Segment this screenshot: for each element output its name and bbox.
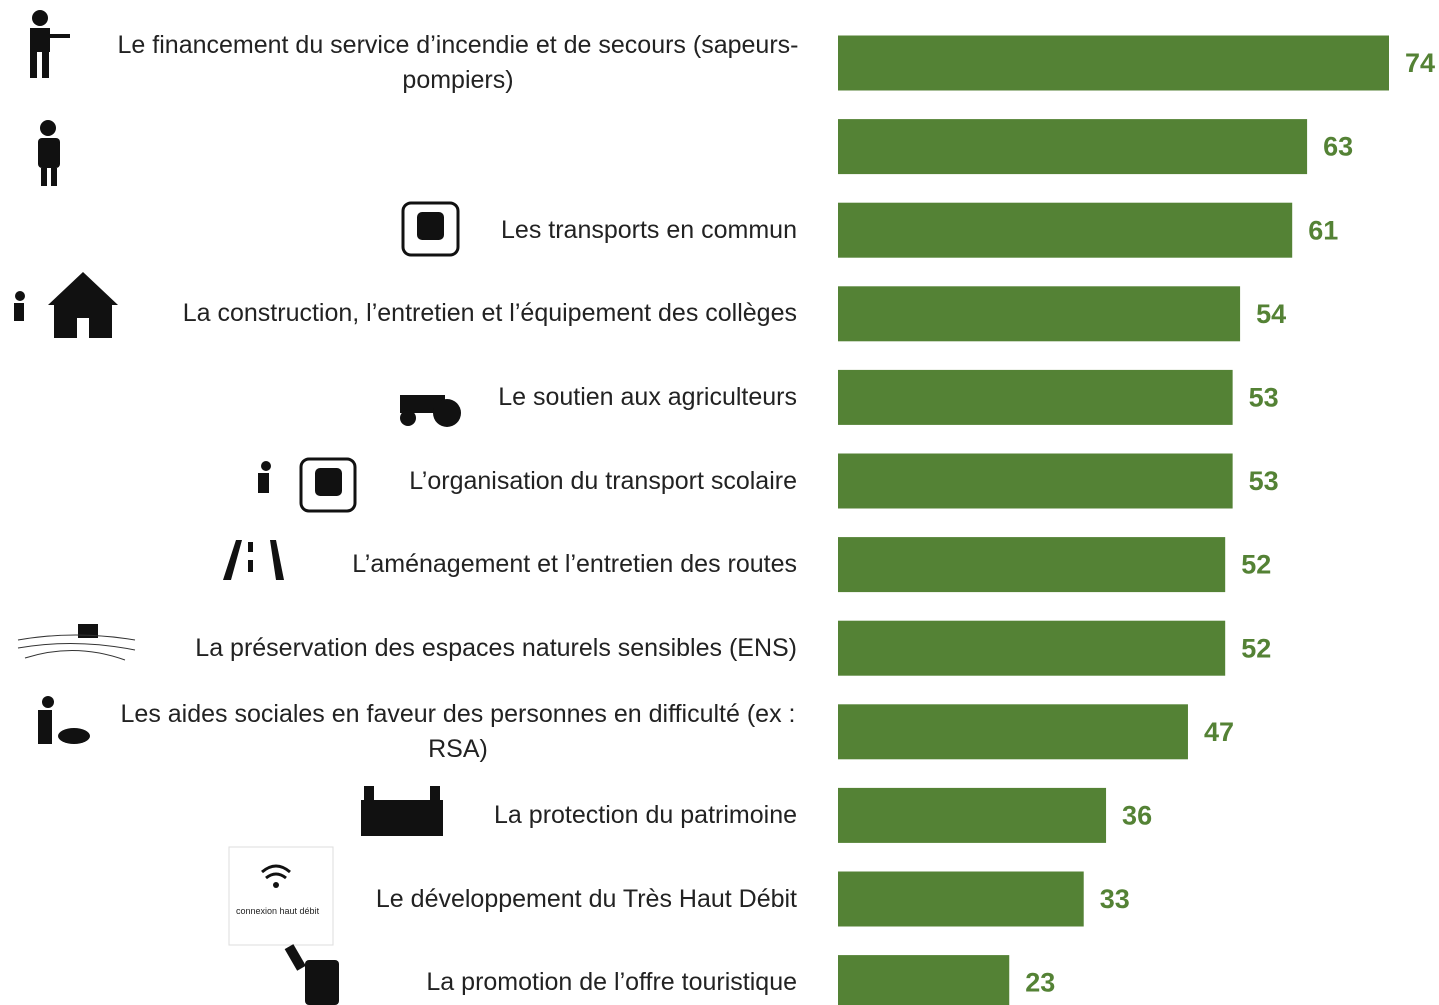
value-label: 47 (1204, 717, 1234, 747)
icon (401, 201, 460, 257)
icon (42, 52, 49, 78)
bar (838, 955, 1010, 1005)
icon (30, 52, 37, 78)
bar (838, 704, 1188, 760)
bar (838, 453, 1233, 509)
icon (361, 800, 443, 836)
value-label: 54 (1256, 299, 1286, 329)
value-label: 52 (1241, 633, 1271, 663)
value-label: 36 (1122, 801, 1152, 831)
category-label: La construction, l’entretien et l’équipe… (182, 299, 797, 328)
bar (838, 286, 1241, 342)
icon (14, 303, 24, 321)
category-label: Le financement du service d’incendie et … (117, 31, 799, 94)
value-label: 53 (1249, 466, 1279, 496)
icon (30, 28, 50, 52)
icon (284, 944, 306, 971)
icon (261, 864, 291, 880)
icon (48, 272, 118, 305)
icon (15, 291, 25, 301)
category-label: La protection du patrimoine (494, 800, 797, 829)
category-label: Les aides sociales en faveur des personn… (120, 699, 796, 763)
icon (273, 882, 279, 888)
bar (838, 369, 1233, 425)
icon (51, 168, 57, 186)
icon (41, 168, 47, 186)
icons (14, 10, 461, 1005)
category-label: L’aménagement et l’entretien des routes (352, 550, 797, 579)
category-label: L’organisation du transport scolaire (409, 466, 797, 495)
bar (838, 202, 1293, 258)
icon (417, 212, 444, 240)
icon (223, 540, 242, 580)
icon (299, 457, 357, 513)
icon (305, 960, 339, 1005)
bar (838, 537, 1226, 593)
bar (838, 35, 1389, 91)
icon (42, 696, 54, 708)
category-label: La promotion de l’offre touristique (426, 968, 797, 997)
icon (261, 461, 271, 471)
icon (270, 540, 284, 580)
bar (838, 620, 1226, 676)
value-label: 23 (1025, 968, 1055, 998)
category-label: Les transports en commun (501, 215, 797, 244)
icon (248, 560, 253, 572)
icon (364, 786, 374, 800)
value-label: 52 (1241, 550, 1271, 580)
icon (77, 318, 89, 338)
icon (58, 728, 90, 744)
icon (228, 846, 334, 946)
icon (38, 710, 52, 744)
value-label: 53 (1249, 383, 1279, 413)
value-label: 33 (1100, 884, 1130, 914)
icon (40, 120, 56, 136)
icon (248, 542, 253, 552)
icon (430, 786, 440, 800)
bar (838, 119, 1308, 175)
bar (838, 871, 1084, 927)
icon (258, 473, 269, 493)
category-label: Le développement du Très Haut Débit (375, 884, 797, 913)
value-label: 63 (1323, 132, 1353, 162)
icon (78, 624, 98, 638)
icon (315, 468, 342, 496)
value-label: 61 (1308, 215, 1338, 245)
annotation: connexion haut débit (236, 906, 320, 916)
icon (32, 10, 48, 26)
category-label: Le soutien aux agriculteurs (498, 382, 797, 411)
value-label: 74 (1405, 48, 1435, 78)
bar (838, 787, 1107, 843)
icon (17, 634, 136, 661)
icon (400, 410, 416, 426)
icon (433, 399, 461, 427)
category-label: La préservation des espaces naturels sen… (195, 633, 797, 662)
icon (38, 138, 60, 168)
